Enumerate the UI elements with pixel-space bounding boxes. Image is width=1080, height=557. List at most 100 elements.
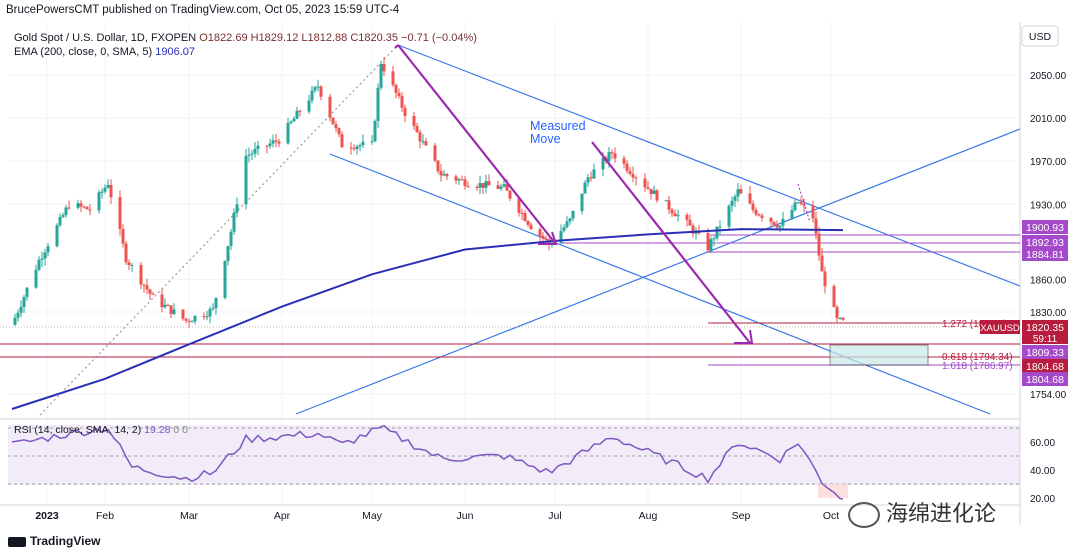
candle-body xyxy=(277,141,281,144)
candle-body xyxy=(610,152,614,154)
candle-body xyxy=(820,255,824,272)
ohlc-values: O1822.69 H1829.12 L1812.88 C1820.35 −0.7… xyxy=(199,32,477,44)
channel-lower-line[interactable] xyxy=(329,153,991,415)
symbol-legend[interactable]: Gold Spot / U.S. Dollar, 1D, FXOPEN O182… xyxy=(14,32,477,44)
candle-body xyxy=(589,177,593,179)
candle-body xyxy=(397,92,401,97)
wechat-icon xyxy=(848,502,880,529)
ticker-tag xyxy=(980,320,1020,334)
candle-body xyxy=(169,305,173,314)
candle-body xyxy=(88,209,92,211)
candle-body xyxy=(496,185,500,189)
candle-body xyxy=(403,107,407,116)
candle-body xyxy=(436,160,440,172)
candle-body xyxy=(670,209,674,214)
candle-body xyxy=(334,124,338,129)
rsi-legend[interactable]: RSI (14, close, SMA, 14, 2) 19.28 0 0 xyxy=(14,424,188,436)
candle-body xyxy=(82,206,86,208)
annotation-line1: Measured xyxy=(530,119,586,133)
candle-body xyxy=(571,211,575,219)
candle-body xyxy=(664,200,668,202)
watermark: 海绵进化论 xyxy=(848,496,996,529)
candle-body xyxy=(247,154,251,156)
candle-body xyxy=(580,193,584,212)
candle-body xyxy=(79,203,83,207)
candle-body xyxy=(250,153,254,155)
time-tick: May xyxy=(362,510,383,522)
target-zone-box[interactable] xyxy=(829,344,929,366)
measured-move-arrow-2[interactable] xyxy=(591,141,751,344)
tag-1809 xyxy=(1022,345,1068,359)
measured-move-arrow-1[interactable] xyxy=(397,44,556,244)
rsi-label: RSI (14, close, SMA, 14, 2) xyxy=(14,424,142,436)
candle-body xyxy=(424,141,428,146)
candle-body xyxy=(667,200,671,210)
tag-1804a-text: 1804.68 xyxy=(1026,361,1064,373)
candle-body xyxy=(34,269,38,288)
candle-body xyxy=(628,170,632,174)
candle-body xyxy=(265,145,269,147)
dotted-connector xyxy=(797,183,811,223)
candle-body xyxy=(775,225,779,228)
candle-body xyxy=(349,147,353,149)
candle-body xyxy=(187,320,191,322)
tag-1900 xyxy=(1022,220,1068,234)
ema-200-line[interactable] xyxy=(11,228,844,410)
time-axis[interactable]: 2023 Feb Mar Apr May Jun Jul Aug Sep Oct xyxy=(35,510,839,522)
candle-body xyxy=(172,309,176,314)
candle-body xyxy=(751,203,755,210)
candle-body xyxy=(481,183,485,188)
candle-body xyxy=(379,64,383,88)
channel-upper-line[interactable] xyxy=(397,44,1021,287)
candle-body xyxy=(811,205,815,219)
candle-body xyxy=(298,110,302,112)
candle-body xyxy=(733,196,737,201)
ema-value: 1906.07 xyxy=(155,46,195,58)
candle-body xyxy=(592,169,596,179)
candle-body xyxy=(565,221,569,228)
trendline-rising[interactable] xyxy=(295,128,1021,415)
candle-body xyxy=(568,218,572,222)
candle-body xyxy=(58,216,62,226)
candle-body xyxy=(61,215,65,217)
ema-legend[interactable]: EMA (200, close, 0, SMA, 5) 1906.07 xyxy=(14,46,195,58)
candle-body xyxy=(181,309,185,319)
price-axis[interactable]: 2050.00 2010.00 1970.00 1930.00 1860.00 1830.… xyxy=(1030,71,1067,401)
tag-1809-text: 1809.33 xyxy=(1026,347,1064,359)
candle-body xyxy=(613,153,617,159)
candle-body xyxy=(163,304,167,308)
currency-box[interactable] xyxy=(1021,25,1059,47)
candle-body xyxy=(328,96,332,118)
candle-body xyxy=(166,304,170,306)
fib-1618-label: 1.618 (1786.97) xyxy=(942,361,1013,372)
tag-1884-text: 1884.81 xyxy=(1026,249,1064,261)
candle-body xyxy=(202,315,206,317)
candle-body xyxy=(268,143,272,147)
price-tick: 2010.00 xyxy=(1030,114,1067,125)
candle-body xyxy=(205,316,209,318)
candle-body xyxy=(190,321,194,323)
candle-body xyxy=(685,214,689,220)
candle-body xyxy=(184,318,188,321)
candle-body xyxy=(208,308,212,317)
candle-body xyxy=(835,306,839,319)
candle-body xyxy=(373,120,377,142)
candle-body xyxy=(67,207,71,209)
candle-body xyxy=(727,205,731,227)
candle-body xyxy=(355,146,359,150)
candle-body xyxy=(772,221,776,226)
candle-body xyxy=(508,190,512,199)
candle-body xyxy=(106,184,110,188)
rsi-axis[interactable]: 60.00 40.00 20.00 xyxy=(1030,438,1055,505)
tradingview-logo[interactable]: TradingView xyxy=(8,534,100,548)
candle-body xyxy=(712,238,716,240)
rsi-extra: 0 0 xyxy=(173,424,188,436)
candle-body xyxy=(16,312,20,318)
rsi-line[interactable] xyxy=(11,424,844,500)
tag-1892-text: 1892.93 xyxy=(1026,237,1064,249)
candle-body xyxy=(526,220,530,225)
candle-body xyxy=(505,184,509,191)
candle-body xyxy=(286,122,290,144)
publish-line: BrucePowersCMT published on TradingView.… xyxy=(6,4,400,16)
